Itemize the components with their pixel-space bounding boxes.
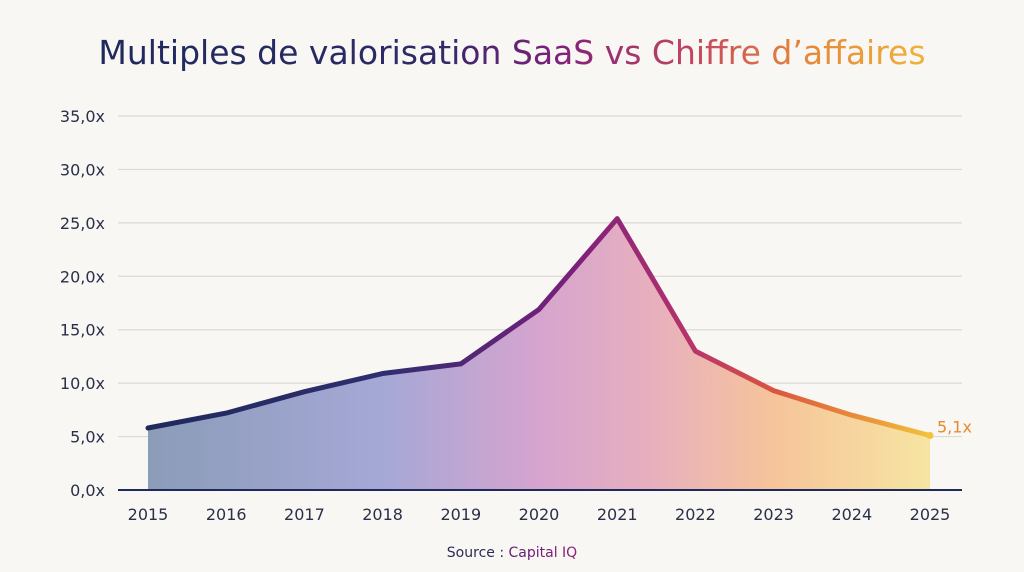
y-tick-label: 5,0x [70, 428, 105, 447]
x-tick-label: 2017 [284, 505, 325, 524]
x-tick-label: 2021 [597, 505, 638, 524]
x-tick-label: 2018 [362, 505, 403, 524]
x-tick-label: 2015 [128, 505, 169, 524]
x-tick-label: 2024 [831, 505, 872, 524]
x-tick-label: 2020 [519, 505, 560, 524]
x-tick-label: 2023 [753, 505, 794, 524]
end-point-marker [926, 432, 934, 440]
area-fill [148, 218, 930, 490]
y-tick-label: 10,0x [60, 374, 105, 393]
chart-title: Multiples de valorisation SaaS vs Chiffr… [98, 33, 925, 72]
y-tick-label: 35,0x [60, 107, 105, 126]
x-tick-label: 2016 [206, 505, 247, 524]
source-prefix: Source : [447, 545, 509, 561]
y-tick-label: 20,0x [60, 267, 105, 286]
y-tick-label: 30,0x [60, 160, 105, 179]
y-tick-label: 0,0x [70, 481, 105, 500]
x-tick-label: 2022 [675, 505, 716, 524]
x-tick-label: 2019 [440, 505, 481, 524]
y-tick-label: 25,0x [60, 214, 105, 233]
y-tick-label: 15,0x [60, 321, 105, 340]
source-name: Capital IQ [509, 545, 578, 561]
source-note: Source : Capital IQ [447, 545, 577, 561]
series-line [145, 216, 933, 438]
end-value-label: 5,1x [937, 418, 972, 437]
x-tick-label: 2025 [910, 505, 951, 524]
